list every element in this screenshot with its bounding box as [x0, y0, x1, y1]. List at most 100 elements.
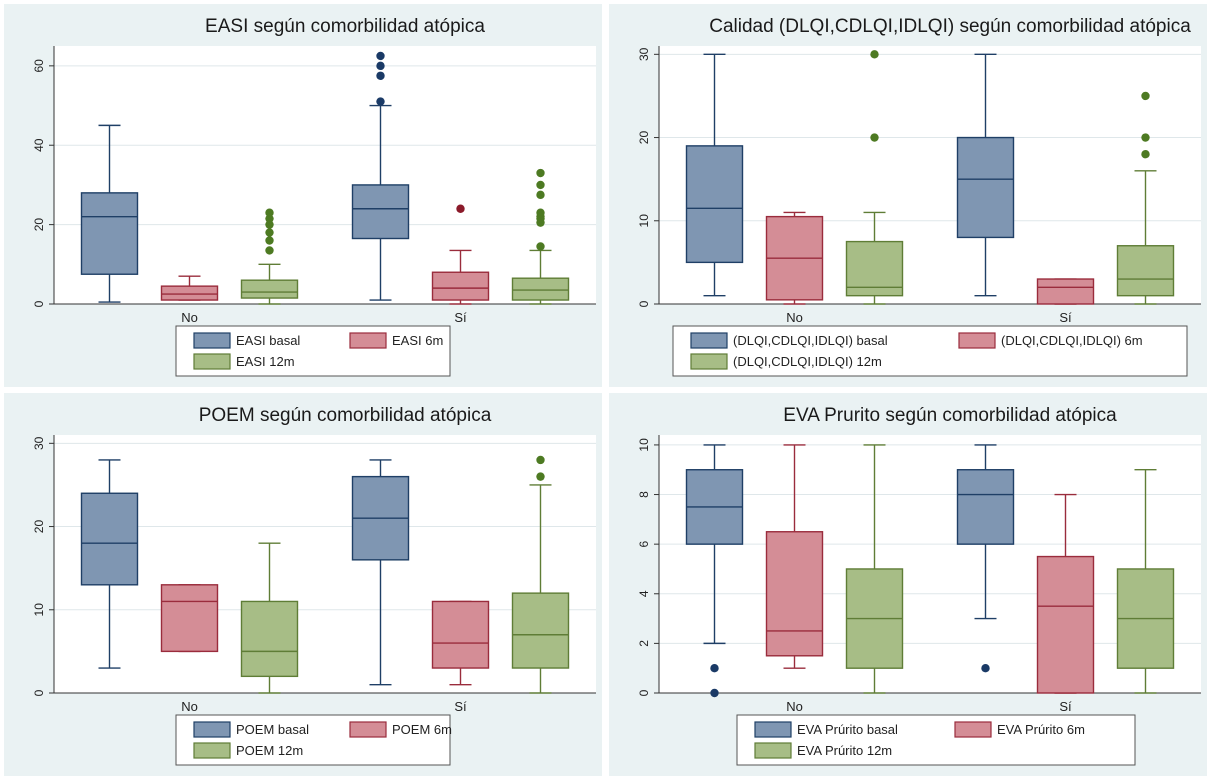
box-1-No	[765, 211, 824, 305]
legend-swatch	[958, 332, 996, 349]
legend-swatch	[754, 742, 792, 759]
outlier-point	[376, 97, 385, 106]
box-body	[431, 600, 490, 669]
box-1-Sí	[1036, 278, 1095, 305]
legend-swatch	[193, 332, 231, 349]
y-tick-label: 0	[32, 300, 46, 307]
outlier-point	[981, 663, 990, 673]
legend-label: (DLQI,CDLQI,IDLQI) basal	[733, 333, 888, 348]
outlier-point	[536, 472, 545, 481]
outlier-point	[265, 208, 274, 217]
outlier-point	[265, 214, 274, 223]
legend-label: EASI basal	[236, 333, 300, 348]
box-1-Sí	[431, 204, 490, 305]
outlier-point	[265, 220, 274, 229]
legend-label: POEM 12m	[236, 743, 303, 758]
chart-eva-prurito: 0 2 4 6 8 10 EVA Prurito según comorbilidad at…	[637, 405, 1201, 766]
legend-swatch	[690, 332, 728, 349]
box-2-Sí	[1116, 91, 1175, 305]
x-category-label: Sí	[454, 310, 467, 325]
box-2-No	[240, 542, 299, 694]
y-tick-label: 10	[32, 603, 46, 617]
panel-poem: 0 10 20 30 POEM según comorbilidad atópica No…	[4, 393, 602, 776]
box-1-Sí	[1036, 493, 1095, 694]
y-tick-label: 6	[637, 540, 651, 547]
box-body	[956, 136, 1015, 239]
y-tick-label: 40	[32, 138, 46, 152]
outlier-point	[265, 228, 274, 237]
box-body	[956, 469, 1015, 545]
box-body	[80, 492, 139, 586]
panel-easi: 0 20 40 60 EASI según comorbilidad atópica No…	[4, 4, 602, 387]
legend-label: (DLQI,CDLQI,IDLQI) 12m	[733, 354, 882, 369]
box-body	[511, 592, 570, 669]
box-body	[351, 184, 410, 240]
box-0-No	[685, 444, 744, 698]
y-tick-label: 8	[637, 491, 651, 498]
box-2-No	[240, 208, 299, 305]
outlier-point	[376, 51, 385, 61]
outlier-point	[710, 688, 719, 698]
chart-title: EASI según comorbilidad atópica	[205, 16, 485, 37]
y-tick-label: 60	[32, 59, 46, 73]
box-2-Sí	[511, 455, 570, 694]
y-tick-label: 4	[637, 590, 651, 597]
y-tick-label: 0	[637, 300, 651, 307]
outlier-point	[265, 246, 274, 255]
box-body	[685, 145, 744, 264]
outlier-point	[536, 455, 545, 465]
legend-swatch	[754, 721, 792, 738]
outlier-point	[536, 168, 545, 178]
box-0-No	[80, 124, 139, 303]
box-1-No	[765, 444, 824, 669]
outlier-point	[536, 190, 545, 200]
legend-label: EVA Prúrito 6m	[997, 722, 1085, 737]
y-tick-label: 30	[637, 47, 651, 61]
legend-swatch	[349, 332, 387, 349]
outlier-point	[536, 242, 545, 251]
legend-label: POEM 6m	[392, 722, 452, 737]
box-body	[431, 271, 490, 301]
box-body	[1116, 245, 1175, 297]
y-tick-label: 20	[637, 131, 651, 145]
box-0-Sí	[351, 51, 410, 301]
box-body	[765, 531, 824, 657]
x-category-label: No	[181, 699, 198, 714]
x-category-label: No	[786, 699, 803, 714]
plot-area	[659, 46, 1201, 304]
box-2-Sí	[511, 168, 570, 305]
y-tick-label: 20	[32, 218, 46, 232]
y-tick-label: 20	[32, 520, 46, 534]
legend-swatch	[349, 721, 387, 738]
box-body	[511, 277, 570, 301]
outlier-point	[1141, 91, 1150, 101]
legend-label: POEM basal	[236, 722, 309, 737]
box-body	[80, 192, 139, 275]
x-category-label: No	[181, 310, 198, 325]
x-category-label: Sí	[454, 699, 467, 714]
box-body	[160, 285, 219, 301]
box-2-No	[845, 444, 904, 694]
box-2-No	[845, 50, 904, 305]
outlier-point	[265, 236, 274, 245]
outlier-point	[710, 663, 719, 673]
legend-label: EASI 6m	[392, 333, 443, 348]
outlier-point	[376, 61, 385, 71]
y-tick-label: 10	[637, 438, 651, 452]
outlier-point	[1141, 149, 1150, 159]
legend-swatch	[690, 353, 728, 370]
box-body	[240, 279, 299, 299]
outlier-point	[456, 204, 465, 213]
x-category-label: Sí	[1059, 310, 1072, 325]
plot-area	[54, 435, 596, 693]
outlier-point	[536, 208, 545, 217]
outlier-point	[536, 180, 545, 190]
plot-area	[659, 435, 1201, 693]
box-body	[1036, 555, 1095, 694]
legend-swatch	[954, 721, 992, 738]
outlier-point	[1141, 133, 1150, 142]
box-0-Sí	[351, 459, 410, 686]
box-1-No	[160, 584, 219, 653]
chart-title: EVA Prurito según comorbilidad atópica	[783, 405, 1117, 426]
chart-calidad: 0 10 20 30 Calidad (DLQI,CDLQI,IDLQI) según …	[637, 16, 1201, 377]
